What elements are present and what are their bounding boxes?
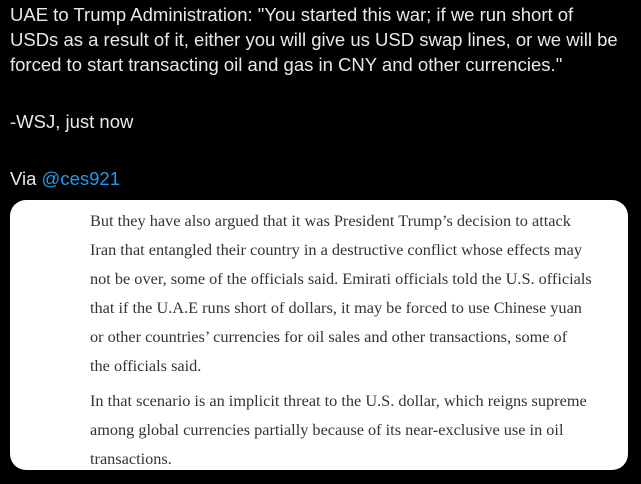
via-label: Via [10, 168, 37, 189]
tweet-via: Via @ces921 [10, 166, 635, 191]
tweet-text: UAE to Trump Administration: "You starte… [10, 2, 635, 191]
paragraph-line: or other countries’ currencies for oil s… [90, 327, 568, 346]
article-screenshot-image[interactable]: But they have also argued that it was Pr… [10, 200, 628, 470]
article-paragraph: But they have also argued that it was Pr… [90, 206, 592, 380]
paragraph-line: the officials said. [90, 356, 202, 375]
tweet-source: -WSJ, just now [10, 111, 134, 132]
paragraph-line: But they have also argued that it was Pr… [90, 211, 571, 230]
paragraph-line: Iran that entangled their country in a d… [90, 240, 583, 259]
paragraph-line: In that scenario is an implicit threat t… [90, 391, 587, 410]
paragraph-line: transactions. [90, 449, 172, 468]
paragraph-line: not be over, some of the officials said.… [90, 269, 592, 288]
tweet-line: UAE to Trump Administration: "You starte… [10, 4, 574, 25]
article-paragraph: In that scenario is an implicit threat t… [90, 386, 587, 470]
paragraph-line: that if the U.A.E runs short of dollars,… [90, 298, 582, 317]
tweet-line: USDs as a result of it, either you will … [10, 29, 618, 50]
tweet-line: forced to start transacting oil and gas … [10, 54, 563, 75]
paragraph-line: among global currencies partially becaus… [90, 420, 564, 439]
mention-link[interactable]: @ces921 [41, 168, 120, 189]
